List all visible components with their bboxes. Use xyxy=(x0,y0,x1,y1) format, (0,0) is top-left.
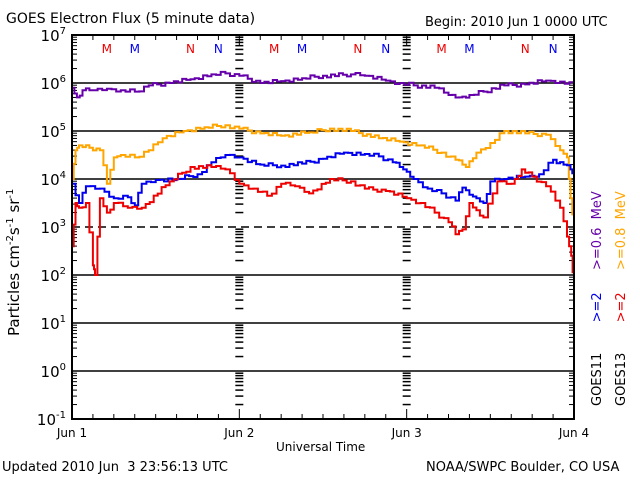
legend-goes13-2mev: >=2 xyxy=(614,292,629,323)
plot-frame xyxy=(71,34,575,420)
y-tick-label-exp: 6 xyxy=(60,74,66,85)
credit-label: NOAA/SWPC Boulder, CO USA xyxy=(426,460,620,475)
marker-n: N xyxy=(353,42,362,56)
marker-m: M xyxy=(464,42,474,56)
chart-title: GOES Electron Flux (5 minute data) xyxy=(6,11,256,27)
y-tick-label: 101 xyxy=(41,314,66,333)
marker-m: M xyxy=(269,42,279,56)
legend-goes11-2mev: >=2 xyxy=(590,292,605,323)
y-tick-label-base: 10 xyxy=(41,75,60,93)
grid-lines xyxy=(72,82,574,372)
updated-timestamp: Updated 2010 Jun 3 23:56:13 UTC xyxy=(2,460,228,475)
x-axis-label: Universal Time xyxy=(276,440,366,454)
y-tick-label: 103 xyxy=(41,218,66,237)
legend-goes13-08mev: >=0.8 MeV xyxy=(614,191,629,271)
marker-n: N xyxy=(381,42,390,56)
marker-m: M xyxy=(436,42,446,56)
marker-n: N xyxy=(549,42,558,56)
legend-goes11-sat: GOES11 xyxy=(590,352,605,406)
y-tick-label-exp: 2 xyxy=(60,266,66,277)
marker-n: N xyxy=(214,42,223,56)
y-tick-label-base: 10 xyxy=(41,171,60,189)
x-tick-label: Jun 4 xyxy=(558,426,589,440)
y-tick-label: 107 xyxy=(41,26,66,45)
series-line-2 xyxy=(72,151,575,207)
x-tick-label: Jun 2 xyxy=(223,426,254,440)
y-tick-label-exp: 7 xyxy=(60,26,66,37)
y-tick-label: 104 xyxy=(41,170,66,189)
legend-goes13-sat: GOES13 xyxy=(614,352,629,406)
y-tick-label-exp: 5 xyxy=(60,122,66,133)
marker-m: M xyxy=(297,42,307,56)
begin-label: Begin: 2010 Jun 1 0000 UTC xyxy=(425,15,608,30)
y-tick-label: 10-1 xyxy=(37,410,66,429)
legend-goes11: GOES11 >=2 >=0.6 MeV xyxy=(590,191,605,406)
y-tick-label-exp: 3 xyxy=(60,218,66,229)
legend-goes13: GOES13 >=2 >=0.8 MeV xyxy=(614,191,629,406)
y-tick-label: 105 xyxy=(41,122,66,141)
y-tick-label-base: 10 xyxy=(41,363,60,381)
y-tick-label: 106 xyxy=(41,74,66,93)
marker-m: M xyxy=(102,42,112,56)
y-tick-label: 102 xyxy=(41,266,66,285)
marker-n: N xyxy=(186,42,195,56)
y-tick-label-base: 10 xyxy=(41,315,60,333)
y-tick-label-exp: 0 xyxy=(60,362,66,373)
y-tick-label-base: 10 xyxy=(41,219,60,237)
series-line-1 xyxy=(72,123,575,227)
y-tick-label-exp: -1 xyxy=(56,410,66,421)
y-tick-label-exp: 4 xyxy=(60,170,66,181)
marker-m: M xyxy=(130,42,140,56)
y-tick-label-base: 10 xyxy=(37,411,56,429)
data-series xyxy=(71,70,575,288)
y-tick-label-exp: 1 xyxy=(60,314,66,325)
axis-ticks xyxy=(71,35,575,419)
y-tick-label-base: 10 xyxy=(41,27,60,45)
y-tick-label-base: 10 xyxy=(41,267,60,285)
legend-goes11-06mev: >=0.6 MeV xyxy=(590,191,605,271)
marker-n: N xyxy=(521,42,530,56)
x-tick-label: Jun 1 xyxy=(56,426,87,440)
y-tick-label-base: 10 xyxy=(41,123,60,141)
y-tick-label: 100 xyxy=(41,362,66,381)
x-tick-label: Jun 3 xyxy=(391,426,422,440)
series-line-0 xyxy=(72,70,575,99)
x-tick-labels: Jun 1 Jun 2 Jun 3 Jun 4 xyxy=(56,426,589,440)
